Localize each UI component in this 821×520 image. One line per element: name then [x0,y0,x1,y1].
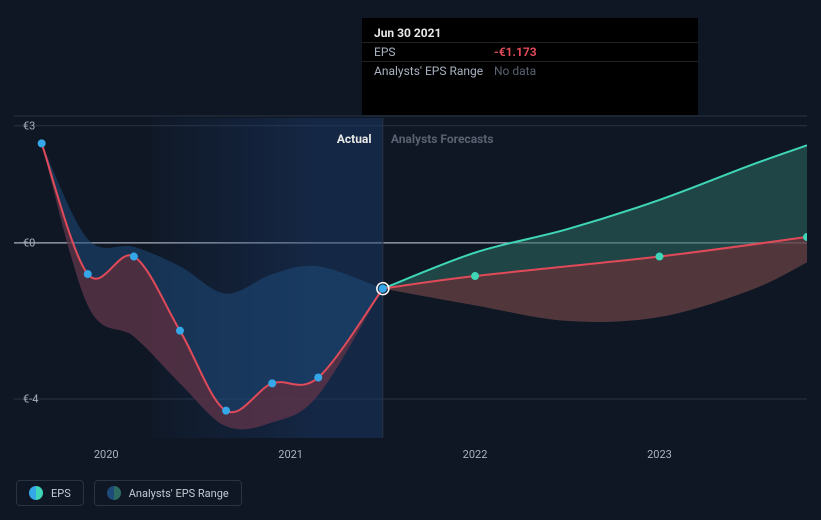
y-axis-tick: €-4 [23,392,38,405]
legend-item-label: EPS [51,487,71,500]
region-label-actual: Actual [337,132,372,146]
tooltip-row-value: -€1.173 [494,45,537,59]
y-axis-tick: €3 [23,119,35,132]
tooltip-date: Jun 30 2021 [362,24,698,42]
tooltip-row-value: No data [494,64,536,78]
y-axis-tick: €0 [23,236,35,249]
tooltip-row: Analysts' EPS RangeNo data [362,61,698,80]
x-axis-tick: 2021 [278,448,303,461]
legend-swatch-icon [107,486,121,500]
tooltip-row: EPS-€1.173 [362,42,698,61]
legend-swatch-icon [29,486,43,500]
chart-tooltip: Jun 30 2021 EPS-€1.173Analysts' EPS Rang… [362,18,698,115]
region-label-forecast: Analysts Forecasts [391,132,494,146]
legend-item-label: Analysts' EPS Range [129,487,229,500]
x-axis-tick: 2023 [647,448,672,461]
tooltip-row-label: EPS [374,45,494,59]
chart-legend: EPS Analysts' EPS Range [16,480,242,506]
tooltip-row-label: Analysts' EPS Range [374,64,494,78]
legend-item[interactable]: Analysts' EPS Range [94,480,242,506]
x-axis-tick: 2022 [463,448,488,461]
legend-item[interactable]: EPS [16,480,84,506]
x-axis-tick: 2020 [94,448,119,461]
